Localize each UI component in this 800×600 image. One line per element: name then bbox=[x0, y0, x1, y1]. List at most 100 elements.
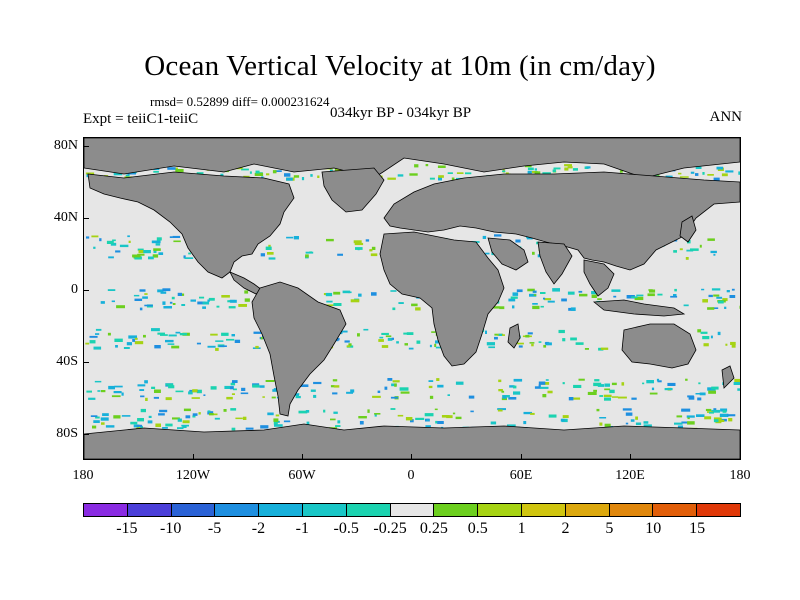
velocity-speckle bbox=[498, 389, 503, 392]
velocity-speckle bbox=[392, 307, 396, 311]
velocity-speckle bbox=[578, 378, 585, 381]
velocity-speckle bbox=[196, 389, 202, 394]
velocity-speckle bbox=[525, 334, 530, 338]
velocity-speckle bbox=[579, 293, 588, 297]
colorbar-swatch bbox=[259, 504, 303, 516]
velocity-speckle bbox=[447, 394, 450, 396]
velocity-speckle bbox=[148, 256, 154, 260]
velocity-speckle bbox=[527, 170, 532, 174]
velocity-speckle bbox=[512, 305, 515, 309]
velocity-speckle bbox=[703, 343, 709, 347]
velocity-speckle bbox=[113, 391, 122, 394]
velocity-speckle bbox=[546, 342, 552, 346]
velocity-speckle bbox=[737, 388, 740, 391]
velocity-speckle bbox=[498, 379, 502, 383]
velocity-speckle bbox=[168, 334, 177, 337]
velocity-speckle bbox=[214, 417, 220, 420]
velocity-speckle bbox=[219, 345, 227, 347]
velocity-speckle bbox=[436, 378, 440, 381]
velocity-speckle bbox=[611, 396, 619, 398]
velocity-speckle bbox=[428, 380, 434, 382]
velocity-speckle bbox=[527, 167, 534, 171]
velocity-speckle bbox=[102, 413, 109, 416]
velocity-speckle bbox=[702, 172, 705, 175]
velocity-speckle bbox=[228, 306, 236, 309]
velocity-speckle bbox=[409, 173, 418, 176]
velocity-speckle bbox=[572, 168, 578, 171]
velocity-speckle bbox=[631, 296, 638, 298]
velocity-speckle bbox=[97, 390, 101, 392]
velocity-speckle bbox=[255, 345, 259, 349]
lon-tick bbox=[302, 454, 303, 460]
velocity-speckle bbox=[134, 256, 142, 260]
velocity-speckle bbox=[100, 390, 106, 393]
velocity-speckle bbox=[374, 413, 381, 415]
velocity-speckle bbox=[513, 385, 517, 389]
velocity-speckle bbox=[233, 388, 237, 391]
velocity-speckle bbox=[171, 345, 180, 349]
velocity-speckle bbox=[224, 385, 231, 389]
velocity-speckle bbox=[553, 167, 561, 170]
velocity-speckle bbox=[196, 342, 201, 345]
velocity-speckle bbox=[529, 293, 537, 297]
velocity-speckle bbox=[154, 389, 161, 393]
velocity-speckle bbox=[202, 306, 206, 309]
velocity-speckle bbox=[567, 166, 573, 169]
velocity-speckle bbox=[531, 343, 534, 347]
velocity-speckle bbox=[159, 409, 168, 413]
velocity-speckle bbox=[177, 427, 184, 430]
velocity-speckle bbox=[532, 303, 538, 305]
velocity-speckle bbox=[378, 339, 384, 342]
velocity-speckle bbox=[339, 330, 348, 333]
velocity-speckle bbox=[134, 337, 138, 340]
velocity-speckle bbox=[438, 177, 442, 181]
velocity-speckle bbox=[210, 386, 217, 390]
velocity-speckle bbox=[332, 392, 338, 395]
velocity-speckle bbox=[599, 422, 603, 426]
velocity-speckle bbox=[156, 237, 162, 241]
velocity-speckle bbox=[344, 340, 350, 343]
colorbar-swatch bbox=[390, 504, 435, 516]
velocity-speckle bbox=[136, 424, 143, 427]
velocity-speckle bbox=[134, 298, 143, 301]
velocity-speckle bbox=[337, 420, 341, 424]
velocity-speckle bbox=[597, 298, 602, 300]
velocity-speckle bbox=[348, 343, 352, 346]
velocity-speckle bbox=[175, 169, 184, 173]
velocity-speckle bbox=[323, 293, 328, 296]
velocity-speckle bbox=[330, 385, 335, 388]
velocity-speckle bbox=[309, 251, 312, 253]
velocity-speckle bbox=[429, 395, 434, 399]
velocity-speckle bbox=[426, 418, 429, 422]
velocity-speckle bbox=[381, 332, 389, 335]
velocity-speckle bbox=[148, 415, 152, 418]
velocity-speckle bbox=[101, 422, 105, 425]
velocity-speckle bbox=[100, 417, 109, 421]
velocity-speckle bbox=[231, 427, 236, 431]
velocity-speckle bbox=[404, 343, 408, 346]
velocity-speckle bbox=[656, 378, 660, 382]
velocity-speckle bbox=[674, 422, 683, 425]
velocity-speckle bbox=[89, 340, 96, 344]
velocity-speckle bbox=[677, 425, 683, 429]
velocity-speckle bbox=[160, 334, 168, 336]
velocity-speckle bbox=[265, 380, 275, 382]
lat-label: 40N bbox=[53, 210, 78, 225]
velocity-speckle bbox=[425, 425, 431, 428]
velocity-speckle bbox=[260, 337, 263, 340]
velocity-speckle bbox=[532, 305, 540, 310]
velocity-speckle bbox=[493, 306, 500, 309]
velocity-speckle bbox=[244, 298, 250, 302]
velocity-speckle bbox=[197, 301, 206, 305]
velocity-speckle bbox=[696, 414, 705, 417]
velocity-speckle bbox=[707, 307, 715, 310]
velocity-speckle bbox=[99, 238, 102, 242]
velocity-speckle bbox=[437, 384, 444, 388]
velocity-speckle bbox=[622, 408, 632, 411]
velocity-speckle bbox=[485, 252, 490, 255]
velocity-speckle bbox=[447, 172, 453, 174]
velocity-speckle bbox=[155, 243, 161, 246]
greenland bbox=[321, 167, 385, 213]
velocity-speckle bbox=[342, 290, 351, 294]
velocity-speckle bbox=[604, 388, 611, 391]
